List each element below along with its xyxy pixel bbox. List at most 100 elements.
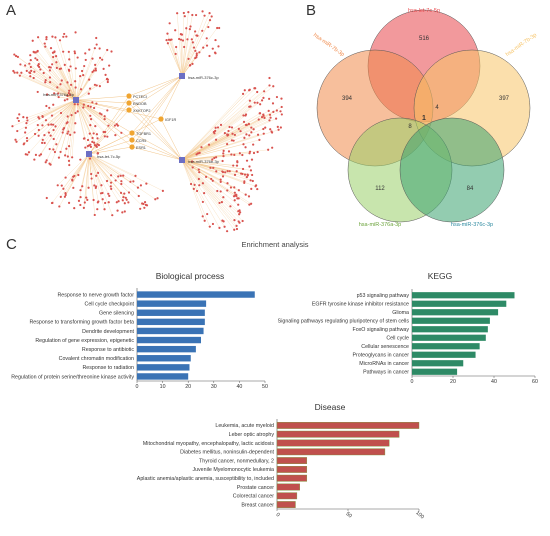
gene-node (237, 204, 239, 206)
gene-node (143, 207, 145, 209)
gene-node (58, 205, 60, 207)
gene-node (32, 40, 34, 42)
bar (412, 301, 506, 307)
gene-node (89, 115, 91, 117)
x-tick-label: 40 (491, 379, 497, 385)
gene-label: ESR1 (136, 146, 146, 150)
gene-node (193, 184, 195, 186)
gene-node (124, 202, 126, 204)
gene-node (272, 111, 274, 113)
gene-node (212, 167, 214, 169)
gene-node (62, 36, 64, 38)
gene-node (269, 117, 271, 119)
gene-node (209, 226, 211, 228)
gene-node (33, 71, 35, 73)
gene-node (220, 124, 222, 126)
mirna-hub-label: hsa-miR-376c-3p (188, 75, 219, 80)
gene-node (106, 109, 108, 111)
gene-node (58, 157, 60, 159)
gene-node (207, 26, 209, 28)
gene-node (45, 36, 47, 38)
gene-node (69, 65, 71, 67)
gene-node (176, 12, 178, 14)
gene-node (206, 213, 208, 215)
gene-node (214, 39, 216, 41)
gene-node (91, 177, 93, 179)
gene-node (276, 109, 278, 111)
venn-set-label: hsa-miR-7b-3p (312, 32, 345, 58)
gene-node (74, 112, 76, 114)
gene-node (46, 197, 48, 199)
gene-node (132, 180, 134, 182)
gene-node (48, 131, 50, 133)
gene-node (34, 57, 36, 59)
gene-node (233, 229, 235, 231)
gene-node (54, 125, 56, 127)
gene-node (110, 174, 112, 176)
gene-node (117, 125, 119, 127)
gene-node (104, 118, 106, 120)
bar (277, 449, 385, 455)
gene-node (222, 196, 224, 198)
gene-node (202, 182, 204, 184)
gene-node (221, 201, 223, 203)
venn-set-label: hsa-let-7c-5p (408, 8, 440, 14)
category-label: Dendrite development (82, 329, 134, 335)
gene-node (80, 88, 82, 90)
gene-node (43, 72, 45, 74)
gene-node (234, 192, 236, 194)
gene-node (96, 43, 98, 45)
gene-node (242, 114, 244, 116)
gene-node (209, 167, 211, 169)
gene-node (88, 93, 90, 95)
gene-node (126, 107, 131, 112)
gene-node (187, 11, 189, 13)
gene-node (45, 105, 47, 107)
gene-node (269, 128, 271, 130)
gene-node (189, 64, 191, 66)
gene-node (37, 116, 39, 118)
gene-label: ENDOB (133, 102, 147, 106)
gene-node (183, 46, 185, 48)
gene-node (90, 146, 92, 148)
bar (412, 369, 457, 375)
bar (137, 310, 205, 316)
gene-node (238, 222, 240, 224)
gene-node (220, 181, 222, 183)
gene-node (54, 36, 56, 38)
gene-node (25, 127, 27, 129)
bar (412, 343, 480, 349)
mirna-hub-node (86, 151, 92, 157)
gene-node (53, 138, 55, 140)
gene-node (215, 139, 217, 141)
gene-node (108, 64, 110, 66)
gene-node (89, 124, 91, 126)
gene-node (236, 228, 238, 230)
gene-node (89, 157, 91, 159)
gene-node (211, 15, 213, 17)
gene-node (53, 50, 55, 52)
gene-node (52, 56, 54, 58)
gene-node (202, 46, 204, 48)
disease-chart-title: Disease (280, 402, 380, 412)
gene-node (86, 199, 88, 201)
gene-node (120, 132, 122, 134)
x-tick-label: 100 (414, 510, 425, 520)
gene-node (26, 117, 28, 119)
gene-node (95, 68, 97, 70)
gene-node (20, 72, 22, 74)
gene-node (104, 135, 106, 137)
bar (277, 501, 295, 507)
gene-node (30, 59, 32, 61)
gene-node (75, 86, 77, 88)
gene-node (74, 103, 76, 105)
gene-node (66, 98, 68, 100)
gene-node (36, 50, 38, 52)
gene-node (59, 151, 61, 153)
gene-node (218, 227, 220, 229)
gene-node (180, 39, 182, 41)
bar (412, 292, 515, 298)
enrichment-title: Enrichment analysis (0, 240, 550, 249)
gene-node (231, 126, 233, 128)
